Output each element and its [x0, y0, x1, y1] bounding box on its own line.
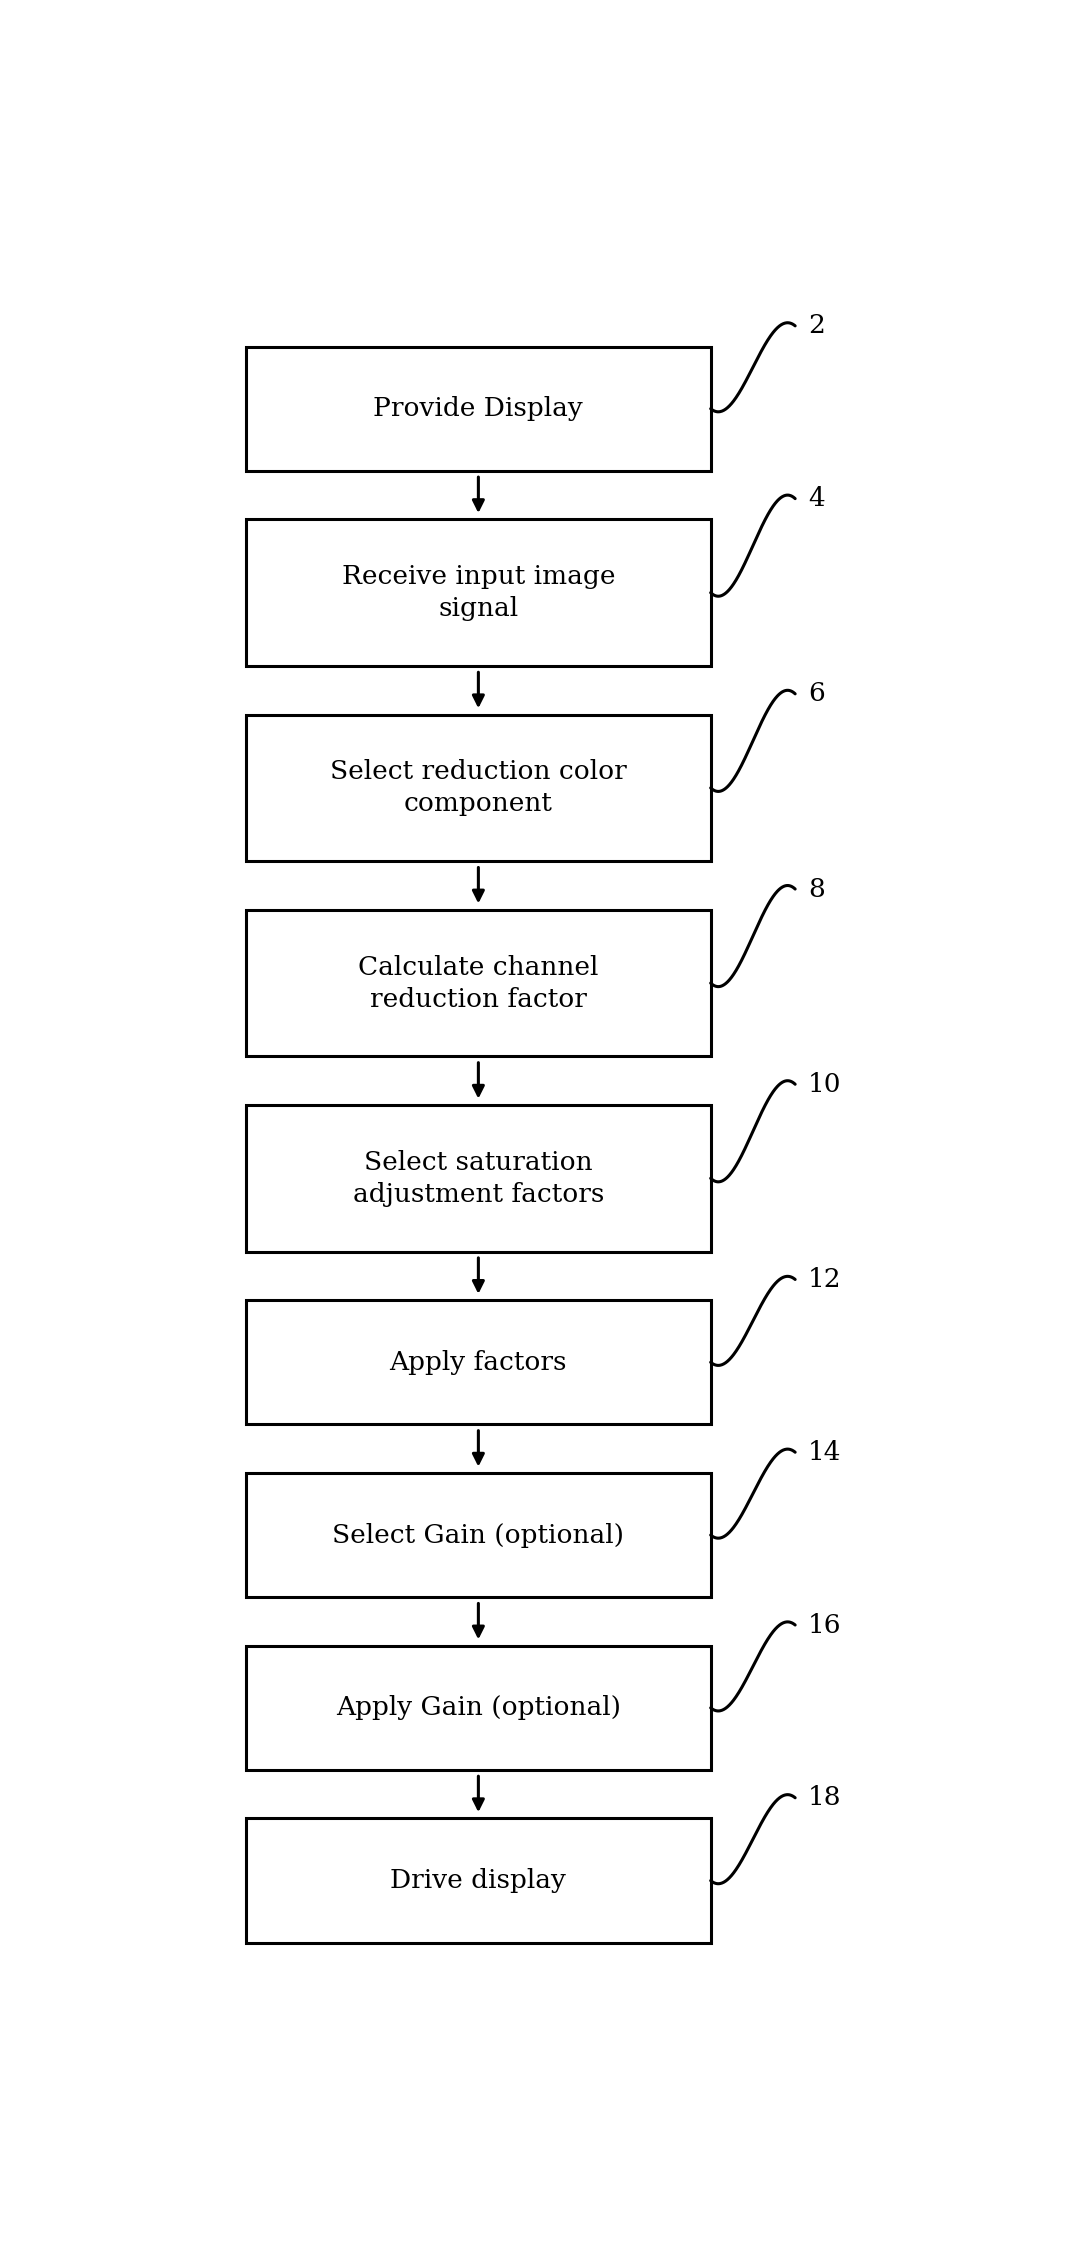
Bar	[246, 1300, 711, 1425]
Text: Apply Gain (optional): Apply Gain (optional)	[336, 1696, 621, 1721]
Text: Provide Display: Provide Display	[374, 397, 583, 421]
Text: 16: 16	[808, 1614, 841, 1638]
Text: 2: 2	[808, 314, 825, 338]
Text: 10: 10	[808, 1071, 841, 1096]
Bar	[246, 910, 711, 1056]
Bar	[246, 347, 711, 471]
Text: 4: 4	[808, 486, 824, 511]
Text: Drive display: Drive display	[390, 1869, 567, 1894]
Text: Calculate channel
reduction factor: Calculate channel reduction factor	[359, 955, 598, 1011]
Text: 12: 12	[808, 1266, 841, 1293]
Text: Select saturation
adjustment factors: Select saturation adjustment factors	[353, 1150, 604, 1208]
Text: Select Gain (optional): Select Gain (optional)	[332, 1522, 625, 1549]
Bar	[246, 1472, 711, 1598]
Bar	[246, 520, 711, 666]
Text: 18: 18	[808, 1786, 841, 1811]
Bar	[246, 1105, 711, 1253]
Text: 14: 14	[808, 1439, 841, 1466]
Text: 8: 8	[808, 876, 824, 901]
Bar	[246, 1817, 711, 1943]
Text: Apply factors: Apply factors	[389, 1349, 567, 1374]
Text: Receive input image
signal: Receive input image signal	[341, 565, 615, 621]
Bar	[246, 715, 711, 861]
Text: Select reduction color
component: Select reduction color component	[330, 760, 627, 816]
Text: 6: 6	[808, 681, 824, 706]
Bar	[246, 1645, 711, 1770]
